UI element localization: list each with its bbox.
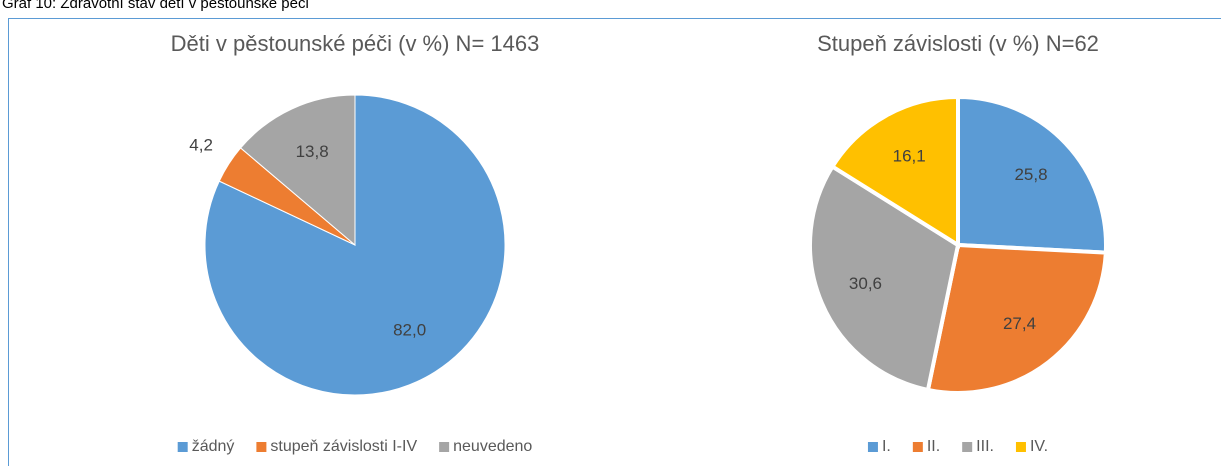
- legend-label: I.: [882, 438, 891, 455]
- legend-label: III.: [976, 438, 994, 455]
- frame: [8, 18, 1221, 466]
- pie-slice: [829, 94, 960, 249]
- legend-swatch: [867, 442, 878, 452]
- pie-slice: [956, 94, 1108, 255]
- legend-label: II.: [927, 438, 940, 455]
- data-label: 16,1: [893, 146, 926, 165]
- legend: I. II. III. IV.: [867, 438, 1048, 455]
- legend-swatch: [256, 442, 267, 452]
- legend-label: neuvedeno: [453, 438, 532, 455]
- legend-label: IV.: [1030, 438, 1048, 455]
- chart-title: Stupeň závislosti (v %) N=62: [817, 31, 1099, 56]
- data-label: 82,0: [393, 321, 426, 340]
- legend-label: žádný: [192, 438, 235, 455]
- legend-swatch: [1015, 442, 1026, 452]
- legend-swatch: [177, 442, 188, 452]
- data-label: 30,6: [849, 274, 882, 293]
- data-label: 25,8: [1014, 165, 1047, 184]
- chart-title: Děti v pěstounské péči (v %) N= 1463: [171, 31, 540, 56]
- data-label: 4,2: [189, 135, 213, 154]
- caption: Graf 10: Zdravotní stav dětí v pěstounsk…: [2, 0, 309, 12]
- legend-label: stupeň závislosti I-IV: [270, 438, 417, 455]
- pie-slice: [925, 242, 1108, 395]
- data-label: 13,8: [296, 142, 329, 161]
- pie-slice: [239, 94, 356, 247]
- data-label: 27,4: [1003, 314, 1036, 333]
- legend-swatch: [439, 442, 450, 452]
- legend-swatch: [912, 442, 923, 452]
- legend-swatch: [962, 442, 973, 452]
- legend: žádný stupeň závislosti I-IV neuvedeno: [177, 438, 532, 455]
